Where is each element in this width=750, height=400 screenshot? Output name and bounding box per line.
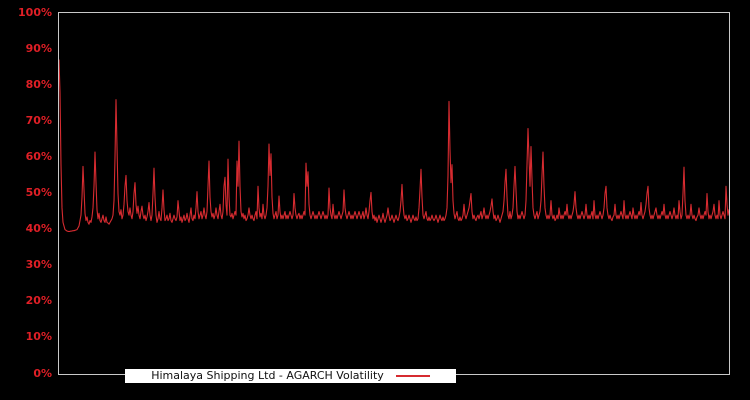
volatility-line [59,59,729,232]
legend-line-sample [395,375,430,377]
plot-area: Himalaya Shipping Ltd - AGARCH Volatilit… [58,12,730,383]
y-axis-tick-label: 40% [25,222,52,236]
y-axis-tick-label: 60% [25,149,52,163]
y-axis-tick-label: 0% [33,366,52,380]
y-axis-tick-label: 50% [25,186,52,199]
legend-label: Himalaya Shipping Ltd - AGARCH Volatilit… [151,369,384,382]
legend: Himalaya Shipping Ltd - AGARCH Volatilit… [125,369,456,383]
y-axis-tick-label: 10% [25,330,52,344]
y-axis-tick-label: 70% [25,113,52,127]
y-axis-tick-label: 30% [25,258,52,272]
y-axis-tick-label: 20% [25,294,52,308]
plot-canvas [59,59,729,232]
y-axis-tick-label: 80% [25,77,52,91]
y-axis-tick-label: 90% [25,41,52,55]
y-axis-tick-label: 100% [18,5,52,19]
